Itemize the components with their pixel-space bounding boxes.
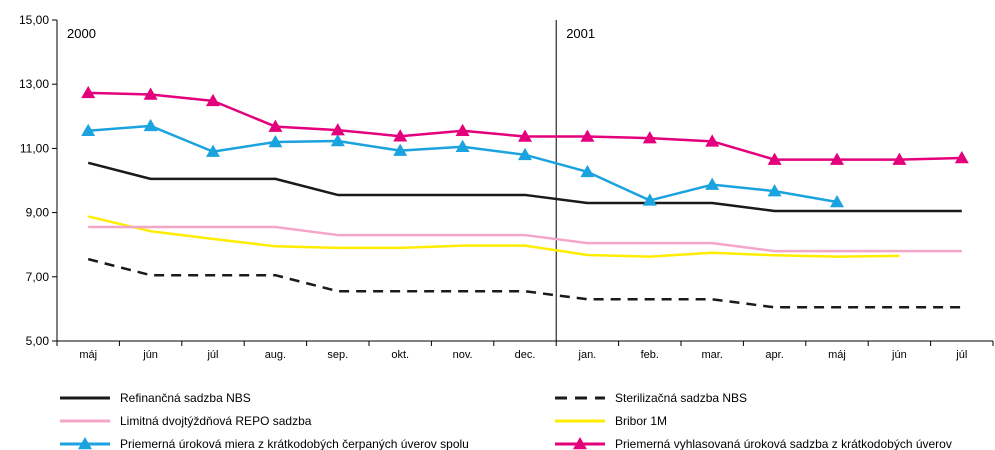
legend-label: Sterilizačná sadzba NBS <box>615 391 747 405</box>
series-marker <box>705 177 720 190</box>
y-tick-label: 11,00 <box>20 141 49 155</box>
series-marker <box>518 129 532 142</box>
series-marker <box>268 119 283 132</box>
x-tick-label: máj <box>828 349 846 361</box>
x-tick-label: máj <box>79 349 97 361</box>
x-tick-label: jún <box>142 349 158 361</box>
legend-marker <box>78 437 92 450</box>
series-marker <box>206 144 220 157</box>
series-marker <box>580 129 595 142</box>
series-line <box>87 257 962 309</box>
legend-item: Limitná dvojtýždňová REPO sadzba <box>60 414 312 428</box>
series-6 <box>81 85 969 165</box>
y-tick-label: 15,00 <box>19 13 49 27</box>
series-marker <box>330 134 345 147</box>
x-tick-label: sep. <box>327 349 348 361</box>
series-marker <box>767 184 782 197</box>
series-marker <box>705 134 720 147</box>
series-5 <box>81 118 844 208</box>
series-3 <box>88 225 962 253</box>
x-tick-label: jan. <box>578 349 597 361</box>
x-tick-label: jún <box>891 349 907 361</box>
series-marker <box>455 139 470 153</box>
series-marker <box>892 152 907 165</box>
x-tick-label: júl <box>955 349 967 361</box>
series-layer <box>81 85 969 309</box>
series-marker <box>642 131 657 144</box>
legend-item: Bribor 1M <box>555 414 667 428</box>
series-marker <box>143 118 158 132</box>
series-marker <box>393 129 408 142</box>
legend-item: Priemerná úroková miera z krátkodobých č… <box>60 437 469 450</box>
series-marker <box>330 123 345 136</box>
legend-label: Bribor 1M <box>615 414 667 428</box>
series-marker <box>580 164 595 178</box>
x-tick-label: aug. <box>265 349 286 361</box>
y-tick-label: 9,00 <box>26 206 50 220</box>
series-marker <box>518 147 532 161</box>
axes: 5,00 7,00 9,00 11,00 13,00 15,00 máj jún júl aug.… <box>19 13 994 361</box>
legend: Refinančná sadzba NBS Sterilizačná sadzba… <box>60 391 952 450</box>
legend-label: Priemerná úroková miera z krátkodobých č… <box>120 437 469 450</box>
legend-item: Refinančná sadzba NBS <box>60 391 251 405</box>
year-label: 2000 <box>67 26 96 41</box>
series-marker <box>830 195 844 208</box>
series-marker <box>455 123 470 136</box>
y-tick-label: 7,00 <box>26 270 50 284</box>
legend-label: Refinančná sadzba NBS <box>120 391 251 405</box>
series-1 <box>87 161 962 213</box>
x-tick-label: mar. <box>701 349 722 361</box>
series-line <box>88 225 962 253</box>
series-marker <box>642 193 657 206</box>
series-line <box>87 215 900 258</box>
x-tick-label: nov. <box>453 349 473 361</box>
series-marker <box>830 152 844 165</box>
series-marker <box>767 152 782 165</box>
series-marker <box>393 143 408 156</box>
series-2 <box>87 257 962 309</box>
year-label: 2001 <box>566 26 595 41</box>
x-tick-label: apr. <box>765 349 783 361</box>
series-marker <box>143 87 158 100</box>
x-tick-label: dec. <box>515 349 536 361</box>
y-tick-label: 5,00 <box>26 334 50 348</box>
series-line <box>88 124 838 204</box>
legend-item: Sterilizačná sadzba NBS <box>555 391 747 405</box>
x-tick-label: feb. <box>641 349 659 361</box>
series-marker <box>81 123 96 136</box>
x-tick-label: júl <box>206 349 218 361</box>
series-line <box>87 161 962 213</box>
series-marker <box>954 151 969 164</box>
legend-marker <box>573 437 587 450</box>
legend-item: Priemerná vyhlasovaná úroková sadzba z k… <box>555 437 952 450</box>
series-marker <box>206 93 220 107</box>
legend-label: Priemerná vyhlasovaná úroková sadzba z k… <box>615 437 952 450</box>
x-tick-label: okt. <box>391 349 409 361</box>
series-marker <box>268 134 283 148</box>
y-tick-label: 13,00 <box>19 77 49 91</box>
series-marker <box>81 85 96 99</box>
series-4 <box>87 215 900 258</box>
legend-label: Limitná dvojtýždňová REPO sadzba <box>120 414 312 428</box>
